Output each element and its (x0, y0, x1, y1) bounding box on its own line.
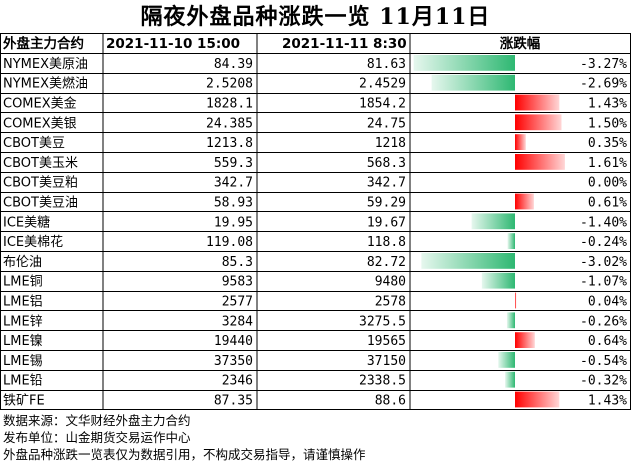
row-prev-value: 1213.8 (206, 136, 253, 151)
row-curr-value: 568.3 (367, 156, 406, 171)
row-name: COMEX美银 (3, 116, 77, 131)
row-change-label: 1.50% (588, 116, 627, 131)
row-prev-value: 24.385 (206, 116, 253, 131)
price-change-table: 外盘主力合约 2021-11-10 15:00 2021-11-11 8:30 涨跌幅… (0, 33, 631, 410)
row-name: CBOT美豆 (3, 136, 65, 151)
header-change: 涨跌幅 (500, 35, 541, 52)
row-name: LME镍 (3, 334, 43, 349)
row-prev-value: 19.95 (214, 215, 253, 230)
row-prev-value: 84.39 (214, 57, 253, 72)
row-curr-value: 81.63 (367, 57, 406, 72)
row-prev-value: 3284 (222, 314, 253, 329)
row-curr-value: 1854.2 (359, 97, 406, 112)
row-change-label: 0.61% (588, 196, 627, 211)
change-bar-down (507, 233, 515, 249)
row-curr-value: 118.8 (367, 235, 406, 250)
row-curr-value: 19565 (367, 334, 406, 349)
row-prev-value: 87.35 (214, 394, 253, 409)
row-name: CBOT美豆粕 (3, 176, 78, 191)
row-name: NYMEX美原油 (3, 57, 88, 72)
change-bar-up (515, 292, 517, 309)
change-bar-up (515, 94, 560, 111)
row-change-label: -1.07% (580, 275, 627, 290)
row-curr-value: 9480 (375, 275, 406, 290)
change-bar-down (506, 312, 515, 329)
row-change-label: -1.40% (580, 215, 627, 230)
row-change-label: 1.43% (588, 394, 627, 409)
row-curr-value: 342.7 (367, 176, 406, 191)
row-prev-value: 342.7 (214, 176, 253, 191)
row-name: 布伦油 (3, 255, 42, 270)
row-change-label: -0.26% (580, 314, 627, 329)
row-curr-value: 1218 (375, 136, 406, 151)
row-prev-value: 2577 (222, 295, 253, 310)
row-change-label: 1.43% (588, 97, 627, 112)
row-prev-value: 19440 (214, 334, 253, 349)
change-bar-up (515, 114, 562, 131)
row-curr-value: 2578 (375, 295, 406, 310)
row-change-label: 1.61% (588, 156, 627, 171)
row-change-label: 0.64% (588, 334, 627, 349)
row-prev-value: 85.3 (222, 255, 253, 270)
disclaimer-note: 外盘品种涨跌一览表仅为数据引用，不构成交易指导，请谨慎操作 (3, 447, 366, 462)
change-bar-up (515, 154, 565, 170)
row-name: COMEX美金 (3, 96, 77, 112)
row-change-label: -0.54% (580, 354, 627, 369)
row-curr-value: 24.75 (367, 116, 406, 131)
row-change-label: 0.00% (588, 176, 627, 191)
row-curr-value: 2.4529 (359, 77, 406, 92)
row-change-label: 0.04% (588, 295, 627, 310)
change-bar-down (505, 371, 515, 388)
row-change-label: -3.27% (580, 57, 627, 72)
change-bar-up (515, 134, 526, 150)
header-curr: 2021-11-11 8:30 (282, 36, 407, 52)
row-change-label: -3.02% (580, 255, 627, 270)
row-curr-value: 88.6 (375, 394, 406, 409)
row-curr-value: 37150 (367, 354, 406, 369)
row-name: CBOT美豆油 (3, 196, 78, 211)
row-prev-value: 2.5208 (206, 77, 253, 92)
change-bar-down (431, 74, 515, 91)
change-bar-down (471, 213, 515, 230)
row-prev-value: 119.08 (206, 235, 253, 250)
row-name: LME锌 (3, 314, 43, 329)
row-change-label: -0.24% (580, 235, 627, 250)
row-prev-value: 2346 (222, 374, 253, 389)
row-curr-value: 82.72 (367, 255, 406, 270)
row-name: NYMEX美燃油 (3, 76, 88, 92)
row-curr-value: 3275.5 (359, 314, 406, 329)
change-bar-up (515, 193, 534, 210)
row-name: CBOT美玉米 (3, 156, 78, 171)
row-name: LME锡 (3, 354, 43, 369)
row-prev-value: 1828.1 (206, 97, 253, 112)
row-curr-value: 59.29 (367, 196, 406, 211)
change-bar-up (515, 332, 535, 348)
change-bar-up (515, 391, 560, 408)
row-name: ICE美糖 (3, 214, 50, 230)
change-bar-down (481, 272, 515, 289)
row-name: ICE美棉花 (3, 234, 63, 250)
row-name: LME铜 (3, 275, 43, 290)
row-prev-value: 58.93 (214, 196, 253, 211)
row-change-label: 0.35% (588, 136, 627, 151)
row-curr-value: 2338.5 (359, 374, 406, 389)
data-source-note: 数据来源：文华财经外盘主力合约 (3, 413, 191, 428)
row-change-label: -0.32% (580, 374, 627, 389)
header-name: 外盘主力合约 (3, 35, 84, 52)
footer: 数据来源：文华财经外盘主力合约 发布单位：山金期货交易运作中心 外盘品种涨跌一览… (3, 412, 628, 463)
change-bar-down (421, 253, 515, 269)
header-prev: 2021-11-10 15:00 (106, 36, 240, 52)
change-bar-down (498, 352, 515, 368)
row-prev-value: 37350 (214, 354, 253, 369)
row-name: 铁矿FE (3, 394, 45, 409)
row-prev-value: 559.3 (214, 156, 253, 171)
row-change-label: -2.69% (580, 77, 627, 92)
row-curr-value: 19.67 (367, 215, 406, 230)
change-bar-down (413, 55, 515, 71)
page-title: 隔夜外盘品种涨跌一览 11月11日 (140, 4, 491, 30)
row-name: LME铅 (3, 374, 43, 389)
row-prev-value: 9583 (222, 275, 253, 290)
publisher-note: 发布单位：山金期货交易运作中心 (3, 430, 191, 445)
row-name: LME铝 (3, 295, 43, 310)
